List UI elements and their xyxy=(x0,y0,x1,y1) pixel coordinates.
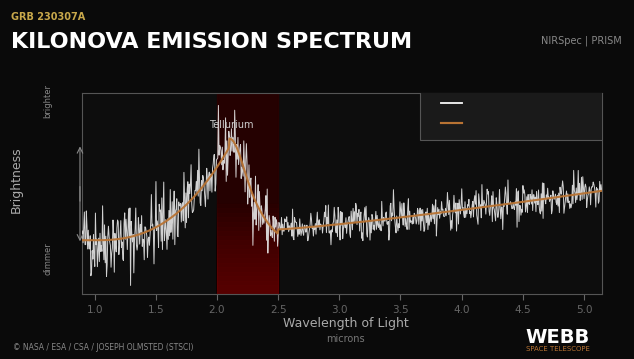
Text: Tellurium: Tellurium xyxy=(209,120,254,130)
Bar xyxy=(217,231,278,294)
Bar xyxy=(217,213,278,294)
Bar xyxy=(217,227,278,294)
Bar xyxy=(217,272,278,294)
Text: KILONOVA EMISSION SPECTRUM: KILONOVA EMISSION SPECTRUM xyxy=(11,32,413,52)
FancyBboxPatch shape xyxy=(420,81,607,140)
Bar xyxy=(217,290,278,294)
Text: GRB 230307A: GRB 230307A xyxy=(11,12,86,22)
Text: Brightness: Brightness xyxy=(10,146,22,213)
Text: NIRSpec | PRISM: NIRSpec | PRISM xyxy=(541,36,621,46)
Bar xyxy=(217,236,278,294)
Bar xyxy=(217,204,278,294)
Text: dimmer: dimmer xyxy=(43,242,52,275)
Text: Te: Te xyxy=(227,137,236,146)
Bar xyxy=(217,285,278,294)
Text: © NASA / ESA / CSA / JOSEPH OLMSTED (STSCI): © NASA / ESA / CSA / JOSEPH OLMSTED (STS… xyxy=(13,343,193,352)
Bar xyxy=(217,249,278,294)
Bar xyxy=(217,258,278,294)
Bar xyxy=(217,263,278,294)
Bar xyxy=(217,281,278,294)
Bar xyxy=(217,222,278,294)
Bar xyxy=(217,240,278,294)
Text: brighter: brighter xyxy=(43,84,52,117)
Bar xyxy=(217,93,278,294)
Text: Webb Data: Webb Data xyxy=(472,98,526,108)
Text: WEBB: WEBB xyxy=(526,328,590,347)
Text: Wavelength of Light: Wavelength of Light xyxy=(283,317,408,330)
Bar xyxy=(217,254,278,294)
Text: SPACE TELESCOPE: SPACE TELESCOPE xyxy=(526,346,590,352)
Bar xyxy=(217,209,278,294)
Bar xyxy=(217,244,278,294)
Text: microns: microns xyxy=(327,334,365,344)
Bar xyxy=(217,267,278,294)
Text: Model: Model xyxy=(472,118,501,129)
Bar xyxy=(217,276,278,294)
Bar xyxy=(217,218,278,294)
